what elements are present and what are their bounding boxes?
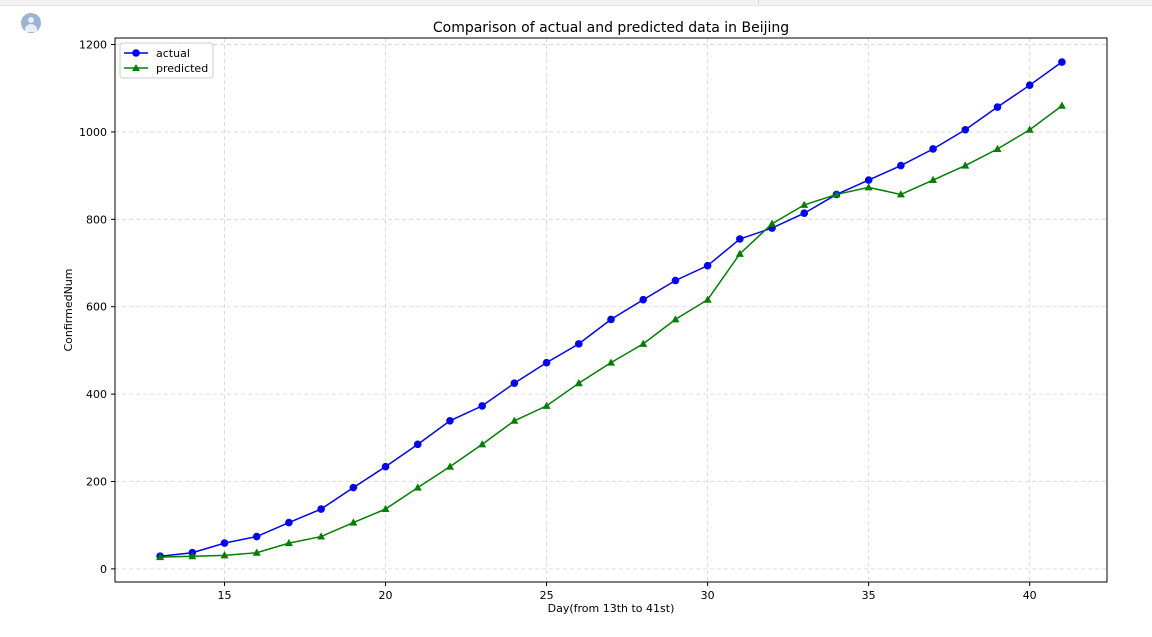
y-tick-label: 400 <box>86 388 107 401</box>
data-point-actual <box>285 518 293 527</box>
x-tick-label: 40 <box>1023 589 1037 602</box>
x-tick-label: 20 <box>379 589 393 602</box>
data-point-predicted <box>896 190 905 198</box>
y-axis-label: ConfirmedNum <box>62 268 75 351</box>
data-point-predicted <box>607 358 615 366</box>
data-point-actual <box>671 276 680 285</box>
data-point-predicted <box>542 401 551 409</box>
data-point-actual <box>703 261 712 270</box>
y-tick-label: 800 <box>86 213 107 226</box>
data-point-actual <box>607 315 615 324</box>
data-point-predicted <box>317 532 326 540</box>
data-point-actual <box>897 161 905 170</box>
avatar-body-shape <box>25 24 37 32</box>
data-point-actual <box>800 209 809 218</box>
data-point-actual <box>510 379 519 387</box>
avatar-head-shape <box>28 17 34 23</box>
data-point-predicted <box>929 175 938 184</box>
x-tick-label: 35 <box>862 589 876 602</box>
data-point-predicted <box>445 462 454 470</box>
series-predicted <box>156 101 1066 561</box>
data-point-actual <box>542 358 551 367</box>
legend-label-actual: actual <box>156 47 190 60</box>
data-point-actual <box>252 532 261 541</box>
series-actual <box>156 58 1066 561</box>
data-point-predicted <box>252 548 261 556</box>
data-point-actual <box>1025 81 1034 89</box>
data-point-actual <box>1058 58 1066 66</box>
y-tick-label: 0 <box>100 563 107 576</box>
data-point-predicted <box>188 552 197 560</box>
data-point-predicted <box>510 416 519 424</box>
data-point-predicted <box>800 200 809 208</box>
data-point-actual <box>349 483 358 492</box>
y-tick-label: 1200 <box>79 39 107 52</box>
data-point-actual <box>736 235 744 243</box>
top-bar <box>0 0 1152 6</box>
series-line-predicted <box>160 105 1063 558</box>
top-bar-divider <box>758 0 759 5</box>
data-point-predicted <box>156 552 165 561</box>
series-line-actual <box>160 61 1063 557</box>
data-point-predicted <box>768 219 777 227</box>
data-point-predicted <box>284 538 293 547</box>
data-point-actual <box>317 505 325 513</box>
series-layer <box>156 58 1066 561</box>
data-point-predicted <box>1025 125 1034 133</box>
data-point-actual <box>381 462 390 471</box>
data-point-predicted <box>413 483 422 491</box>
x-tick-label: 25 <box>540 589 554 602</box>
data-point-predicted <box>671 315 680 323</box>
data-point-predicted <box>961 161 970 169</box>
plot-frame <box>114 37 1108 583</box>
grid-lines <box>115 38 1107 582</box>
legend-label-predicted: predicted <box>156 62 208 75</box>
data-point-actual <box>574 340 583 348</box>
data-point-actual <box>639 295 648 304</box>
y-tick-label: 600 <box>86 301 107 314</box>
x-tick-label: 15 <box>218 589 232 602</box>
y-tick-label: 200 <box>86 476 107 489</box>
legend-marker-actual <box>132 49 140 57</box>
data-point-predicted <box>832 190 841 198</box>
data-point-predicted <box>703 295 712 303</box>
data-point-actual <box>929 145 937 153</box>
data-point-predicted <box>639 339 648 347</box>
data-point-actual <box>961 125 970 134</box>
data-point-actual <box>864 176 873 184</box>
data-point-predicted <box>993 144 1002 152</box>
data-point-predicted <box>574 378 583 387</box>
data-point-predicted <box>864 183 873 191</box>
data-point-predicted <box>220 551 229 559</box>
data-point-predicted <box>381 504 390 513</box>
data-point-actual <box>993 103 1002 111</box>
data-point-actual <box>478 402 486 410</box>
x-tick-label: 30 <box>701 589 715 602</box>
x-axis-label: Day(from 13th to 41st) <box>548 602 675 615</box>
y-tick-label: 1000 <box>79 126 107 139</box>
user-avatar-icon[interactable] <box>21 13 41 33</box>
legend-marker-predicted <box>132 64 140 71</box>
legend: actual predicted <box>119 42 214 79</box>
data-point-predicted <box>1057 101 1066 109</box>
legend-frame <box>119 42 214 79</box>
data-point-actual <box>220 539 229 547</box>
chart-title: Comparison of actual and predicted data … <box>433 20 789 36</box>
data-point-actual <box>446 416 454 425</box>
data-point-predicted <box>478 440 487 448</box>
data-point-predicted <box>735 249 744 257</box>
data-point-predicted <box>349 518 358 526</box>
data-point-actual <box>413 440 422 449</box>
